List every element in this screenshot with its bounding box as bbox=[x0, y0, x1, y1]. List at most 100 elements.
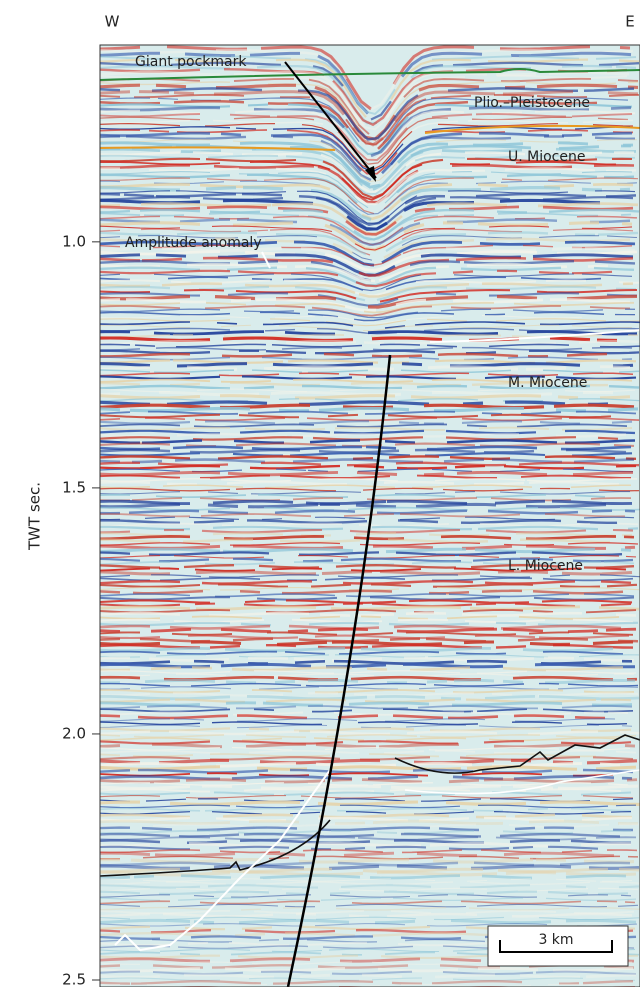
reflection bbox=[100, 662, 636, 669]
reflection bbox=[100, 519, 617, 525]
reflection bbox=[100, 621, 639, 627]
reflection bbox=[100, 346, 633, 351]
pockmark-arrow bbox=[284, 61, 377, 179]
reflection bbox=[100, 103, 633, 156]
reflection bbox=[100, 318, 640, 327]
reflection bbox=[100, 388, 636, 393]
reflection bbox=[100, 855, 639, 860]
reflection bbox=[100, 692, 639, 697]
reflection bbox=[100, 894, 632, 898]
reflection bbox=[100, 535, 635, 541]
reflection bbox=[100, 948, 636, 953]
reflection bbox=[100, 564, 635, 569]
reflection bbox=[100, 202, 639, 236]
reflection bbox=[100, 542, 639, 546]
y-tick-label: 1.0 bbox=[62, 232, 86, 250]
reflection bbox=[100, 807, 632, 812]
annotation-middle: M. Miocene bbox=[508, 375, 587, 391]
reflection bbox=[100, 45, 631, 111]
reflection bbox=[100, 305, 631, 317]
reflection bbox=[100, 579, 632, 585]
reflection bbox=[100, 68, 628, 127]
anomaly-arrow bbox=[261, 251, 271, 269]
reflection bbox=[100, 938, 619, 943]
annotation-upper: U. Miocene bbox=[508, 149, 585, 165]
reflection bbox=[100, 413, 612, 419]
reflection bbox=[100, 493, 606, 499]
reflection bbox=[100, 705, 633, 710]
reflection bbox=[100, 301, 635, 314]
annotation-lower: L. Miocene bbox=[508, 558, 583, 574]
scale-bar bbox=[499, 940, 613, 953]
reflection bbox=[100, 173, 635, 205]
reflection bbox=[100, 333, 639, 339]
reflection bbox=[100, 349, 640, 355]
reflection bbox=[100, 928, 634, 934]
reflection bbox=[100, 109, 636, 161]
reflection bbox=[100, 829, 631, 835]
reflection bbox=[100, 961, 633, 966]
reflection bbox=[100, 81, 639, 126]
reflection bbox=[100, 864, 640, 871]
reflection bbox=[100, 502, 607, 509]
reflection bbox=[100, 845, 599, 851]
reflection bbox=[100, 225, 633, 251]
reflection bbox=[100, 276, 602, 291]
reflection bbox=[100, 282, 634, 298]
reflection bbox=[100, 867, 640, 874]
compass-west: W bbox=[105, 13, 120, 31]
reflection bbox=[100, 394, 631, 400]
reflection bbox=[100, 634, 630, 640]
reflection bbox=[100, 646, 614, 653]
reflection bbox=[100, 742, 636, 749]
reflection bbox=[100, 916, 640, 921]
reflection bbox=[100, 452, 633, 457]
reflection bbox=[100, 198, 601, 231]
reflection bbox=[100, 589, 624, 595]
reflection bbox=[100, 765, 637, 771]
reflection bbox=[100, 122, 634, 171]
reflection bbox=[100, 491, 630, 495]
reflection bbox=[100, 689, 635, 694]
section-frame bbox=[99, 44, 640, 987]
annotation-anomaly: Amplitude anomaly bbox=[125, 235, 262, 251]
reflection bbox=[100, 429, 636, 435]
reflection bbox=[100, 474, 632, 479]
reflection bbox=[100, 186, 631, 222]
reflection bbox=[100, 455, 637, 460]
reflection bbox=[100, 675, 638, 681]
reflection bbox=[100, 93, 640, 146]
reflection bbox=[100, 339, 640, 345]
horizon-white-e bbox=[404, 769, 640, 795]
annotation-pockmark: Giant pockmark bbox=[135, 54, 247, 70]
reflection bbox=[100, 330, 638, 336]
reflection bbox=[100, 887, 639, 892]
horizon-black-w bbox=[100, 819, 331, 877]
reflection bbox=[100, 324, 633, 332]
reflection bbox=[100, 768, 634, 774]
reflection bbox=[100, 884, 640, 889]
reflection bbox=[100, 718, 616, 722]
reflection bbox=[100, 900, 636, 905]
reflection bbox=[100, 315, 636, 324]
reflection bbox=[100, 650, 624, 655]
reflection bbox=[100, 212, 632, 241]
reflection bbox=[100, 177, 639, 215]
reflection bbox=[100, 141, 634, 187]
reflection bbox=[100, 119, 634, 167]
reflection bbox=[100, 384, 640, 390]
reflection bbox=[100, 567, 627, 572]
reflection bbox=[100, 737, 620, 742]
reflection bbox=[100, 890, 629, 896]
reflection bbox=[100, 970, 637, 976]
reflection bbox=[100, 733, 637, 739]
pockmark-arrowhead bbox=[365, 166, 376, 182]
reflection bbox=[100, 253, 634, 277]
reflection bbox=[100, 369, 640, 374]
reflection bbox=[100, 881, 640, 886]
reflection bbox=[100, 624, 622, 630]
reflection bbox=[100, 292, 638, 307]
reflection bbox=[100, 583, 638, 588]
reflection bbox=[100, 593, 635, 598]
reflection bbox=[100, 285, 637, 302]
